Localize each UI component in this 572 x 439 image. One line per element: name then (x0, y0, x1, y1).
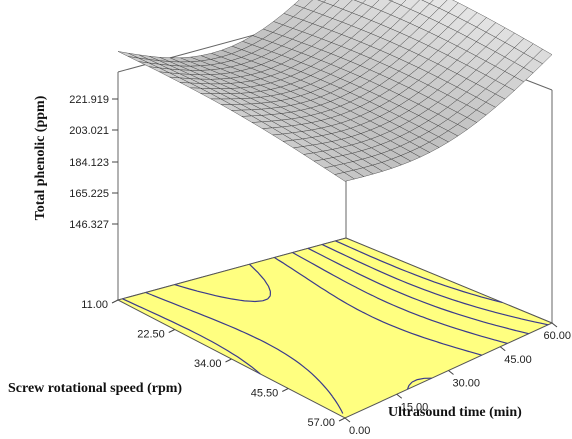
z-tick-label: 203.021 (69, 125, 109, 137)
contour-line (145, 256, 482, 414)
time-tick-label: 15.00 (401, 401, 429, 413)
time-tick-mark (499, 346, 506, 352)
z-axis-ticks: 146.327 165.225 184.123 203.021 221.919 (69, 94, 118, 231)
z-tick-label: 146.327 (69, 219, 109, 231)
time-tick-label: 0.00 (349, 425, 370, 437)
speed-axis-ticks: 11.00 22.50 34.00 45.50 57.00 (81, 299, 346, 429)
speed-tick-label: 34.00 (194, 358, 222, 370)
speed-tick-label: 45.50 (251, 388, 279, 400)
floor-plane (116, 237, 554, 419)
contour-lines (122, 240, 549, 414)
time-tick-label: 45.00 (504, 354, 532, 366)
z-axis-label: Total phenolic (ppm) (33, 95, 48, 220)
time-tick-mark (448, 370, 454, 375)
speed-tick-label: 57.00 (307, 417, 335, 429)
speed-tick-label: 11.00 (81, 299, 108, 311)
speed-tick-mark (282, 388, 289, 392)
contour-line (335, 240, 503, 303)
time-axis-label: Ultrasound time (min) (388, 405, 522, 420)
time-tick-mark (396, 393, 403, 399)
speed-tick-mark (168, 329, 175, 333)
time-tick-label: 60.00 (543, 330, 571, 342)
contour-line (307, 247, 529, 335)
z-tick-label: 184.123 (69, 157, 109, 169)
speed-tick-mark (111, 299, 119, 304)
z-tick-label: 165.225 (69, 188, 109, 200)
speed-tick-mark (338, 417, 346, 422)
time-tick-mark (344, 417, 351, 423)
time-tick-label: 30.00 (453, 378, 481, 390)
contour-line (122, 251, 508, 375)
time-tick-mark (551, 322, 558, 328)
speed-axis-label: Screw rotational speed (rpm) (8, 381, 182, 396)
time-axis-ticks: 0.00 15.00 30.00 45.00 60.00 (344, 322, 571, 437)
contour-floor (116, 237, 554, 419)
contour-line (321, 243, 549, 326)
contour-line (174, 263, 432, 390)
surface-cell (334, 172, 355, 182)
speed-tick-mark (225, 358, 232, 363)
response-surface (117, 0, 553, 182)
speed-tick-label: 22.50 (137, 329, 165, 341)
z-tick-label: 221.919 (69, 94, 109, 106)
